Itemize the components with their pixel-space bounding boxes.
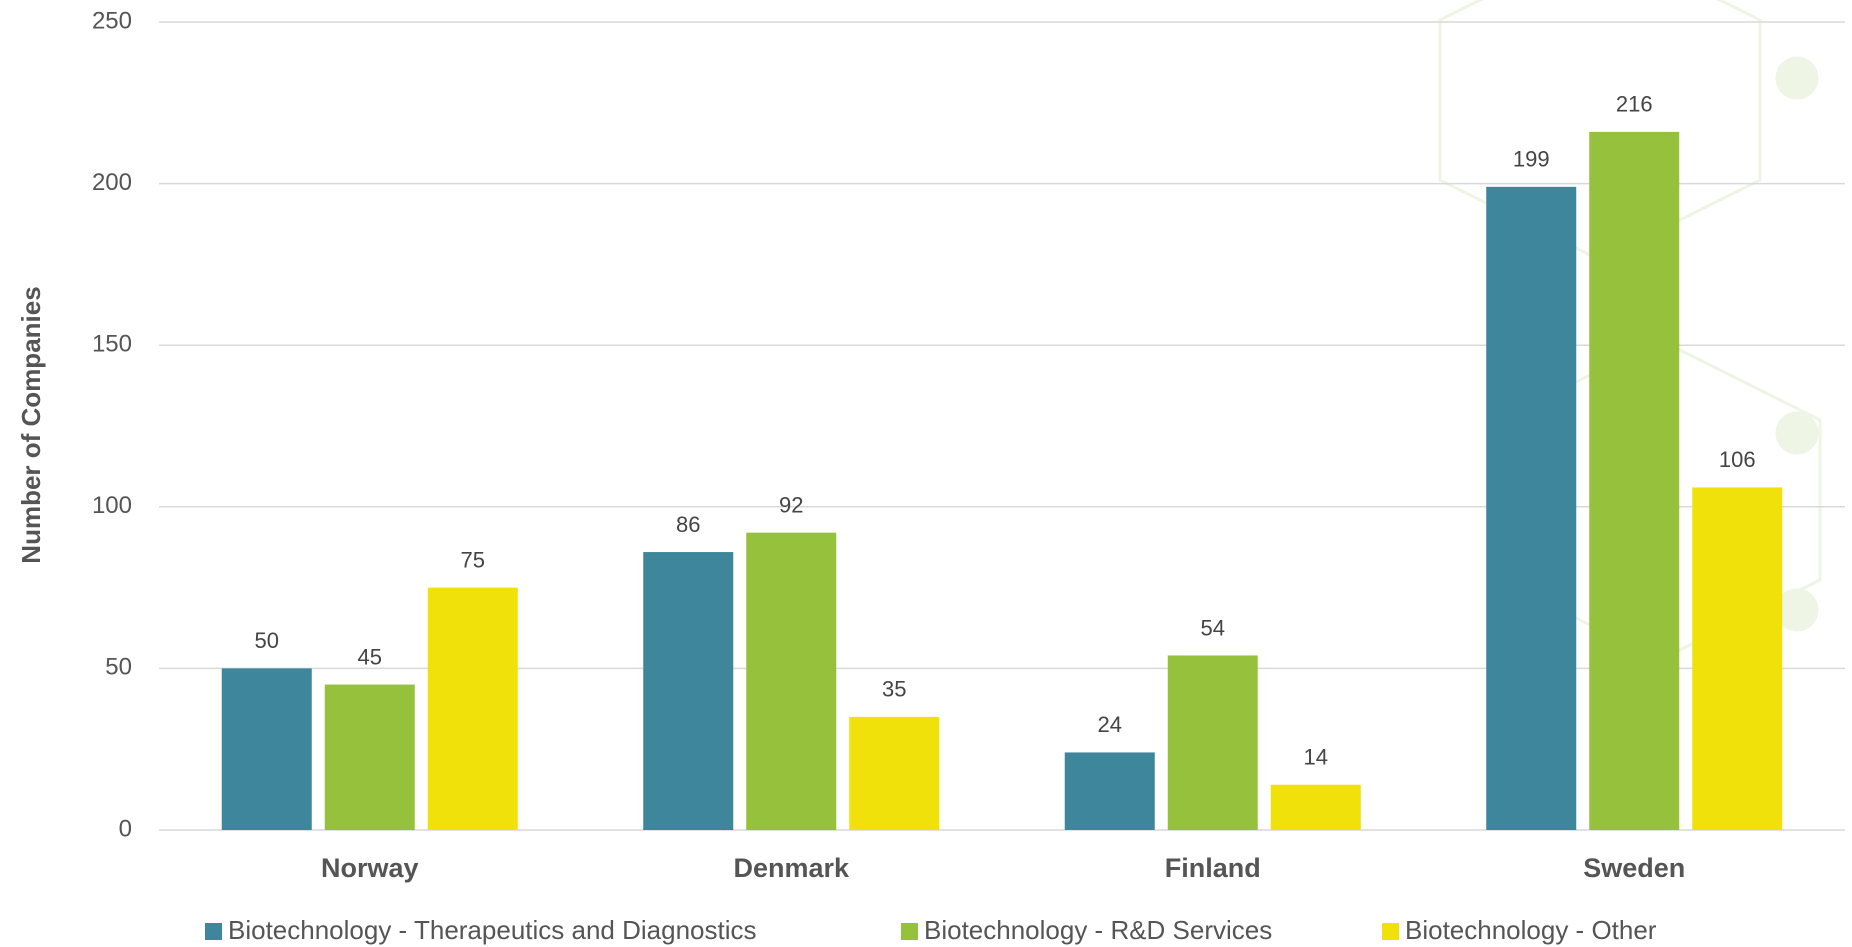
chart: Number of Companies 0 50 100 150 200 250 Norwa…	[0, 0, 1852, 947]
data-label: 92	[779, 492, 803, 517]
data-label: 14	[1304, 745, 1328, 770]
x-tick-label: Norway	[321, 853, 419, 883]
bar	[849, 717, 939, 830]
data-label: 50	[255, 628, 279, 653]
y-tick-label: 50	[105, 654, 132, 681]
legend-swatch	[901, 923, 918, 940]
bar	[1692, 487, 1782, 830]
legend-swatch	[205, 923, 222, 940]
bar	[1589, 132, 1679, 830]
data-label: 54	[1201, 615, 1225, 640]
data-label: 216	[1616, 92, 1653, 117]
bar	[1271, 785, 1361, 830]
bar	[222, 668, 312, 830]
bar	[1486, 187, 1576, 830]
data-label: 199	[1513, 147, 1550, 172]
y-tick-label: 200	[92, 169, 132, 196]
data-label: 45	[358, 644, 382, 669]
bar	[643, 552, 733, 830]
legend-label: Biotechnology - R&D Services	[924, 915, 1272, 945]
y-tick-label: 150	[92, 331, 132, 358]
x-tick-label: Denmark	[733, 853, 850, 883]
y-tick-label: 250	[92, 7, 132, 34]
bar	[746, 533, 836, 830]
bar	[428, 588, 518, 830]
legend-label: Biotechnology - Other	[1405, 915, 1657, 945]
bar	[1065, 752, 1155, 830]
data-label: 106	[1719, 447, 1756, 472]
y-tick-label: 100	[92, 492, 132, 519]
x-tick-label: Sweden	[1583, 853, 1685, 883]
y-tick-label: 0	[119, 815, 132, 842]
bar	[325, 685, 415, 830]
data-label: 24	[1098, 712, 1122, 737]
bar	[1168, 655, 1258, 830]
data-label: 75	[461, 547, 485, 572]
legend-label: Biotechnology - Therapeutics and Diagnos…	[228, 915, 757, 945]
data-label: 86	[676, 512, 700, 537]
data-label: 35	[882, 677, 906, 702]
legend-swatch	[1382, 923, 1399, 940]
x-tick-label: Finland	[1165, 853, 1261, 883]
y-axis-label: Number of Companies	[16, 286, 46, 563]
